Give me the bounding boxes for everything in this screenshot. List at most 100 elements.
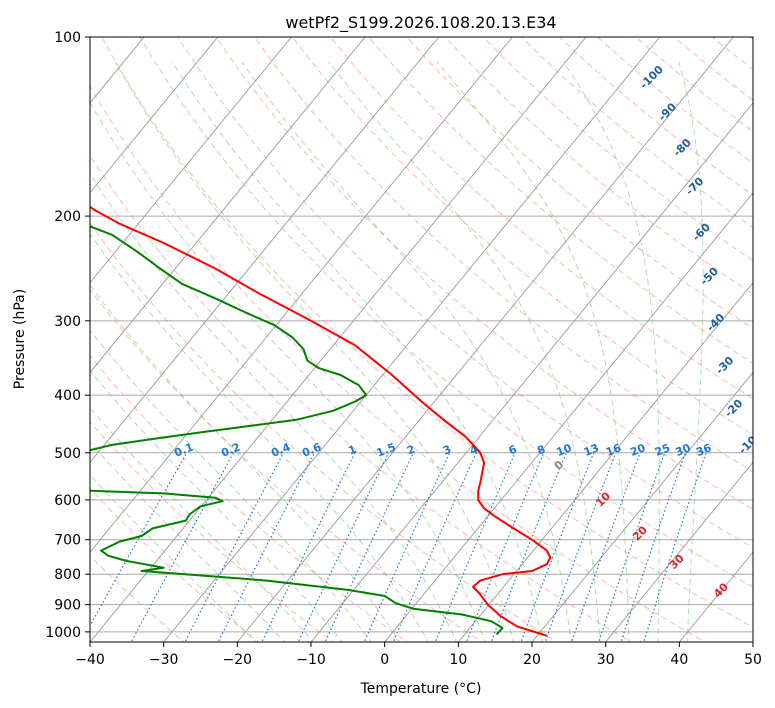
dewpoint-profile [90, 225, 504, 636]
profile-lines [90, 205, 552, 637]
mixing-ratio-label: 8 [535, 443, 547, 458]
moist-adiabat-line [678, 61, 704, 642]
theta-e-label: 40 [711, 580, 731, 600]
mixing-ratio-line [130, 452, 235, 642]
x-tick-label: 0 [380, 652, 389, 668]
chart-title: wetPf2_S199.2026.108.20.13.E34 [285, 13, 556, 33]
dry-adiabat-line [90, 555, 185, 642]
mixing-ratio-label: 36 [694, 441, 713, 459]
moist-adiabat-line [562, 61, 660, 642]
dry-adiabat-label: -40 [704, 311, 727, 334]
dry-adiabat-label: -60 [690, 220, 713, 243]
y-tick-label: 1000 [45, 625, 81, 641]
moist-adiabat-line [90, 441, 286, 642]
mixing-ratio-label: 0.4 [269, 440, 292, 459]
background-lines [0, 24, 775, 645]
mixing-ratio-label: 1 [346, 443, 358, 458]
mixing-ratio-line [297, 452, 390, 642]
dry-adiabat-label: -80 [671, 136, 694, 159]
mixing-ratio-label: 3 [441, 443, 453, 458]
isotherm-line [90, 37, 440, 464]
x-tick-label: 20 [523, 652, 541, 668]
y-axis: 100 200 300 400 500 600 700 800 900 1000 [45, 30, 90, 641]
x-tick-label: −20 [223, 652, 253, 668]
mixing-ratio-line [465, 452, 545, 642]
dry-adiabat-line [90, 288, 483, 642]
x-tick-label: 50 [744, 652, 762, 668]
moist-adiabat-line [241, 61, 572, 642]
moist-adiabat-line [171, 61, 543, 642]
dry-adiabat-line [101, 37, 753, 628]
y-tick-label: 300 [54, 314, 81, 330]
moist-adiabat-line [90, 474, 257, 642]
isotherm-line [0, 37, 70, 642]
isotherm-line [605, 461, 753, 642]
dry-adiabat-line [444, 37, 753, 295]
dry-adiabat-line [90, 154, 632, 642]
dry-adiabat-line [749, 37, 753, 40]
isotherm-line [236, 37, 734, 642]
dry-adiabat-line [90, 221, 558, 642]
temperature-profile [90, 205, 552, 637]
mixing-ratio-label: 25 [653, 441, 672, 459]
y-tick-label: 100 [54, 30, 81, 46]
mixing-ratio-line [363, 452, 451, 642]
mixing-ratio-label: 10 [554, 441, 573, 459]
isoline-labels: 0.1 0.2 0.4 0.6 1 1.5 2 3 4 6 8 10 13 16 20 25 30 36-100-… [172, 63, 753, 601]
mixing-ratio-label: 30 [674, 441, 693, 459]
isotherm-line [457, 281, 753, 642]
dry-adiabat-line [139, 37, 753, 588]
theta-e-label: 20 [630, 523, 650, 543]
dry-adiabat-label: -50 [698, 264, 721, 287]
dry-adiabat-line [90, 85, 707, 642]
isotherm-line [90, 37, 292, 284]
moist-adiabat-line [90, 329, 372, 642]
x-tick-label: −30 [149, 652, 179, 668]
moist-adiabat-line [90, 173, 458, 642]
mixing-ratio-label: 16 [604, 441, 623, 459]
mixing-ratio-line [90, 452, 188, 628]
dry-adiabat-line [90, 421, 334, 642]
y-tick-label: 700 [54, 533, 81, 549]
mixing-ratio-label: 20 [628, 441, 647, 459]
dry-adiabat-line [90, 488, 260, 642]
mixing-ratio-line [184, 452, 285, 642]
moist-adiabat-line [436, 61, 630, 642]
x-axis: −40 −30 −20 −10 0 10 20 30 40 50 [75, 642, 762, 668]
dry-adiabat-line [635, 37, 753, 133]
dry-adiabat-line [771, 24, 775, 645]
moist-adiabat-line [90, 369, 343, 642]
theta-e-label: 0 [552, 458, 567, 473]
isotherm-line [90, 37, 366, 374]
y-tick-label: 500 [54, 446, 81, 462]
theta-e-label: 30 [667, 552, 687, 572]
y-axis-title: Pressure (hPa) [12, 289, 28, 389]
mixing-ratio-label: 6 [507, 443, 519, 458]
isotherm-line [752, 641, 753, 642]
moist-adiabat-line [90, 232, 429, 642]
mixing-ratio-label: 0.2 [219, 440, 242, 459]
isotherm-line [163, 37, 661, 642]
isotherm-line [310, 102, 753, 642]
moist-adiabat-line [114, 61, 515, 642]
y-tick-label: 900 [54, 598, 81, 614]
mixing-ratio-line [597, 452, 666, 642]
x-axis-title: Temperature (°C) [360, 681, 482, 697]
x-tick-label: −40 [75, 652, 105, 668]
mixing-ratio-line [620, 452, 686, 642]
isotherm-line [90, 37, 513, 553]
theta-e-label: 10 [593, 489, 613, 509]
mixing-ratio-line [392, 452, 477, 642]
dry-adiabat-label: -100 [637, 63, 666, 92]
dry-adiabat-label: -30 [713, 354, 736, 377]
dry-adiabat-line [177, 37, 753, 549]
y-tick-label: 800 [54, 567, 81, 583]
moist-adiabat-line [328, 61, 601, 642]
isotherm-line [384, 192, 753, 642]
dry-adiabat-label: -70 [683, 175, 706, 198]
dry-adiabat-line [90, 355, 409, 642]
mixing-ratio-label: 0.6 [300, 440, 323, 459]
x-tick-label: 10 [449, 652, 467, 668]
dry-adiabat-line [673, 37, 753, 101]
